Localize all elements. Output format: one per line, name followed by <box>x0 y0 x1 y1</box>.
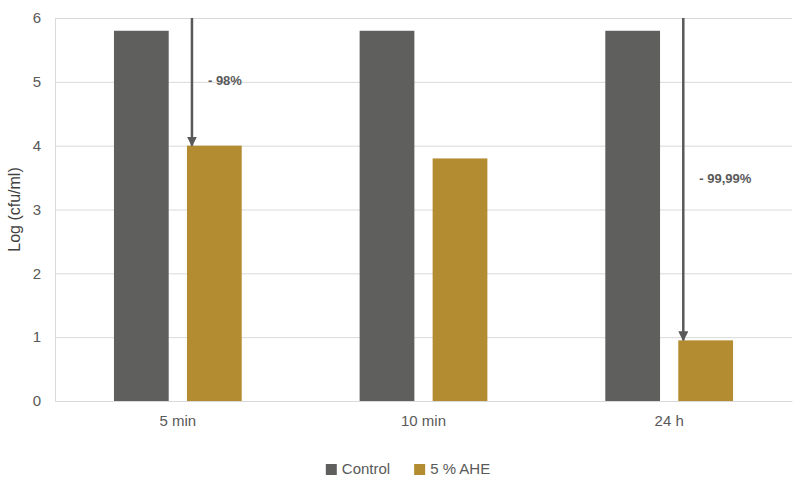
y-axis-line <box>56 19 793 402</box>
bar <box>678 340 733 401</box>
y-axis-title: Log (cfu/ml) <box>6 167 23 251</box>
annotation: - 98% <box>208 73 242 88</box>
legend-item: 5 % AHE <box>414 460 490 477</box>
plot: 0 1 2 3 4 5 6 5 min 10 min 24 h - 98% - 99,99% <box>33 9 793 428</box>
x-axis-line <box>56 401 793 402</box>
legend-label: 5 % AHE <box>430 460 490 477</box>
y-tick-label: 0 <box>33 392 41 409</box>
chart: 0 1 2 3 4 5 6 5 min 10 min 24 h - 98% - 99,99% Log (… <box>0 0 796 486</box>
grid-line <box>55 401 792 402</box>
bar <box>433 158 488 401</box>
arrow <box>191 18 194 146</box>
y-tick-label: 5 <box>33 73 41 90</box>
x-axis: 5 min 10 min 24 h <box>56 401 793 429</box>
annotation: - 99,99% <box>699 171 751 186</box>
bar <box>114 31 169 401</box>
y-tick-label: 6 <box>33 9 41 26</box>
legend: Control 5 % AHE <box>326 460 490 477</box>
legend-swatch <box>414 464 425 475</box>
bar <box>605 31 660 401</box>
y-tick: 6 <box>33 9 792 26</box>
x-tick-label: 24 h <box>655 412 684 429</box>
bar <box>187 146 242 401</box>
grid-line <box>55 18 792 19</box>
bars <box>114 31 733 401</box>
bar <box>360 31 415 401</box>
y-axis: 0 1 2 3 4 5 6 <box>33 9 792 409</box>
y-tick-label: 3 <box>33 201 41 218</box>
legend-label: Control <box>342 460 390 477</box>
y-tick-label: 4 <box>33 137 41 154</box>
x-tick: 5 min <box>159 401 196 429</box>
y-tick-label: 2 <box>33 265 41 282</box>
x-tick: 10 min <box>401 401 446 429</box>
y-tick-label: 1 <box>33 328 41 345</box>
legend-swatch <box>326 464 337 475</box>
x-tick: 24 h <box>655 401 684 429</box>
x-tick-label: 5 min <box>159 412 196 429</box>
x-tick-label: 10 min <box>401 412 446 429</box>
legend-item: Control <box>326 460 390 477</box>
arrow <box>682 18 685 340</box>
